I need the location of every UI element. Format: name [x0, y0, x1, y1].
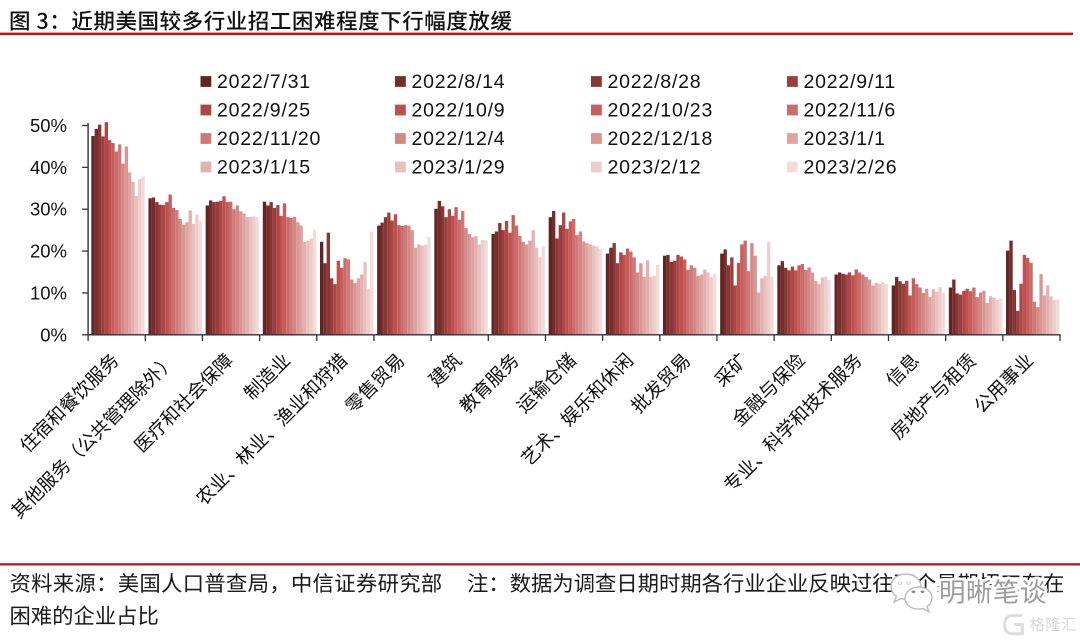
svg-text:2023/1/29: 2023/1/29: [412, 157, 506, 179]
svg-text:2022/7/31: 2022/7/31: [217, 71, 311, 93]
svg-text:2023/2/26: 2023/2/26: [804, 157, 898, 179]
svg-text:2022/12/18: 2022/12/18: [608, 128, 714, 150]
svg-text:10%: 10%: [30, 282, 67, 303]
svg-text:2022/12/4: 2022/12/4: [412, 128, 506, 150]
svg-text:2022/8/28: 2022/8/28: [608, 71, 702, 93]
svg-text:2022/9/25: 2022/9/25: [217, 100, 311, 122]
svg-text:2022/11/20: 2022/11/20: [217, 128, 321, 150]
svg-text:2023/1/15: 2023/1/15: [217, 157, 311, 179]
svg-text:2023/1/1: 2023/1/1: [804, 128, 886, 150]
svg-text:30%: 30%: [30, 199, 67, 220]
svg-text:2022/10/23: 2022/10/23: [608, 100, 714, 122]
svg-text:2022/9/11: 2022/9/11: [804, 71, 897, 93]
svg-text:40%: 40%: [30, 157, 67, 178]
svg-text:50%: 50%: [30, 115, 67, 136]
svg-text:2023/2/12: 2023/2/12: [608, 157, 702, 179]
svg-text:2022/10/9: 2022/10/9: [412, 100, 506, 122]
svg-text:2022/11/6: 2022/11/6: [804, 100, 897, 122]
svg-text:20%: 20%: [30, 241, 67, 262]
svg-text:0%: 0%: [40, 324, 67, 345]
svg-text:2022/8/14: 2022/8/14: [412, 71, 506, 93]
